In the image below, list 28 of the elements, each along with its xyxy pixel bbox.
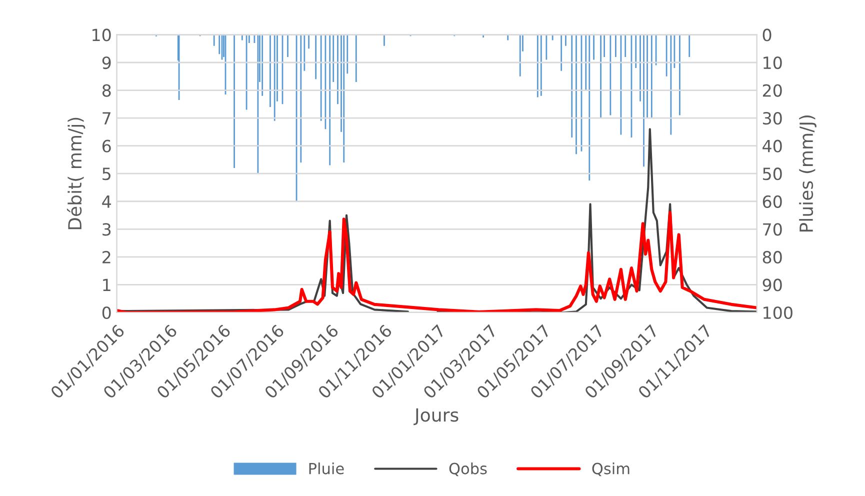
y-tick-label: 1: [103, 278, 110, 292]
y2-tick-label: 50: [763, 168, 782, 180]
y2-tick-label: 60: [762, 195, 782, 208]
y2-tick-label: 90: [762, 278, 782, 292]
y2-tick-label: 70: [763, 223, 782, 236]
y-tick-label: 3: [102, 223, 111, 236]
y2-tick-label: 40: [762, 140, 782, 152]
y-tick-label: 2: [102, 250, 110, 264]
y-axis-title: Débit( mm/j): [66, 118, 86, 230]
y2-tick-label: 0: [762, 28, 772, 42]
y-tick-label: 7: [102, 112, 110, 124]
y2-tick-label: 80: [762, 250, 782, 264]
y2-tick-label: 100: [764, 306, 792, 320]
legend-label: Qobs: [449, 462, 487, 476]
y2-tick-label: 20: [762, 84, 782, 97]
legend-label: Qsim: [592, 462, 630, 476]
y-tick-label: 8: [102, 84, 111, 97]
y-tick-label: 10: [92, 28, 111, 42]
y-tick-label: 9: [102, 56, 111, 70]
legend-label: Pluie: [309, 462, 344, 474]
y-tick-label: 4: [102, 196, 111, 208]
y-tick-label: 6: [102, 140, 111, 152]
y2-axis-title: Pluies (mm/J): [799, 116, 816, 232]
y-tick-label: 0: [102, 306, 111, 320]
y2-tick-label: 30: [763, 112, 782, 125]
x-axis-title: Jours: [414, 408, 458, 426]
y-tick-label: 5: [102, 168, 110, 180]
y2-tick-label: 10: [764, 56, 782, 70]
